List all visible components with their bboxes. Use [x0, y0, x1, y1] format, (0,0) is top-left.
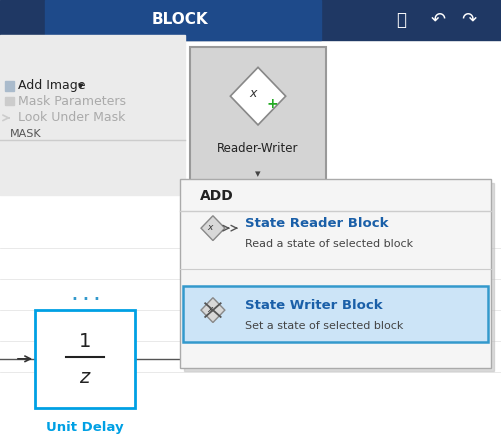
Text: 1: 1 [79, 332, 91, 350]
Text: BLOCK: BLOCK [152, 12, 209, 27]
Bar [5, 97, 14, 105]
Bar [0, 35, 185, 195]
Text: $z$: $z$ [79, 368, 92, 387]
Text: $x$: $x$ [207, 223, 215, 232]
Text: .: . [81, 281, 89, 305]
Text: Add Image: Add Image [18, 79, 85, 93]
Text: .: . [70, 281, 78, 305]
Text: ▾: ▾ [255, 169, 261, 179]
Text: State Writer Block: State Writer Block [245, 299, 383, 312]
Bar [183, 286, 488, 342]
Bar [5, 81, 14, 91]
Text: ADD: ADD [200, 189, 234, 203]
Bar [190, 47, 326, 188]
Polygon shape [201, 298, 225, 323]
Text: Look Under Mask: Look Under Mask [18, 111, 125, 124]
Text: State Reader Block: State Reader Block [245, 217, 389, 230]
Text: Set a state of selected block: Set a state of selected block [245, 321, 404, 330]
Text: MASK: MASK [10, 129, 42, 139]
Text: $x$: $x$ [207, 305, 215, 314]
Polygon shape [230, 67, 286, 125]
Text: $x$: $x$ [249, 87, 259, 101]
Text: Reader-Writer: Reader-Writer [217, 142, 299, 155]
Text: ↷: ↷ [461, 11, 476, 29]
Text: Unit Delay: Unit Delay [47, 421, 124, 434]
Text: ⎆: ⎆ [396, 11, 406, 29]
Text: Mask Parameters: Mask Parameters [18, 94, 126, 108]
Bar [45, 0, 321, 40]
Text: ↶: ↶ [431, 11, 446, 29]
Bar [180, 179, 491, 368]
Text: .: . [92, 281, 100, 305]
Polygon shape [201, 216, 225, 241]
Bar [184, 183, 494, 371]
Text: +: + [266, 97, 278, 111]
Bar [0, 0, 501, 40]
Text: Read a state of selected block: Read a state of selected block [245, 239, 414, 249]
Text: ▾: ▾ [78, 81, 83, 91]
Bar [35, 310, 135, 408]
